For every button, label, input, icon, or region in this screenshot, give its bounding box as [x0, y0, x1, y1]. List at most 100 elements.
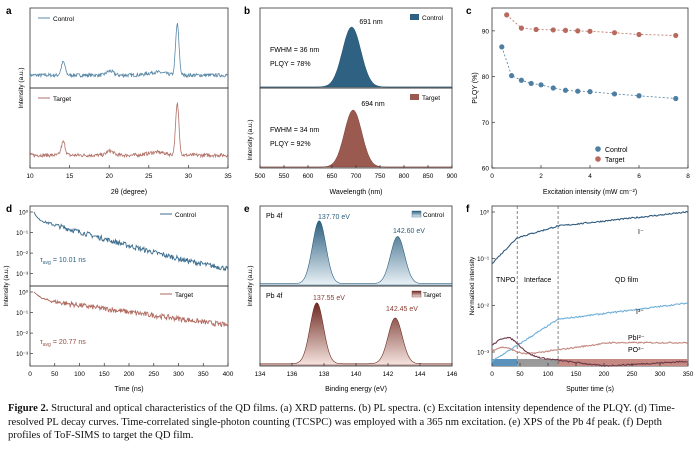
legend-target-e: Target — [423, 292, 441, 299]
panel-d: Control Target 10⁰ 10⁻¹ 10⁻² 10⁻³ 10⁰ 10⁻¹ 10⁻… — [3, 205, 234, 393]
x-axis-label-e: Binding energy (eV) — [325, 386, 387, 393]
panel-f: TNPO Interface QD film I⁻ I³⁻ PbI²⁻ PO³⁻… — [469, 205, 694, 393]
peak-label-target: 694 nm — [361, 101, 385, 108]
decay-target-curve — [33, 291, 229, 328]
region-bar-tnpo — [492, 359, 518, 366]
data-point-control — [575, 88, 581, 94]
pl-control-peak — [260, 26, 452, 88]
x-tick-label: 0 — [490, 173, 494, 180]
label-PbI2: PbI²⁻ — [628, 335, 645, 342]
xps-target-curve — [259, 302, 453, 366]
data-point-control — [528, 80, 534, 87]
y-tick-label: 10⁻³ — [16, 352, 28, 358]
legend-control-b: Control — [422, 15, 444, 22]
y-axis-label-a: Intensity (a.u.) — [18, 67, 25, 108]
data-point-control — [587, 89, 593, 95]
data-point-target — [673, 32, 679, 39]
xrd-control-curve — [29, 22, 229, 79]
x-axis-label-c: Excitation intensity (mW cm⁻²) — [543, 189, 637, 196]
data-point-control — [562, 87, 569, 93]
x-tick-label: 700 — [351, 173, 362, 180]
caption-text: Structural and optical characteristics o… — [8, 403, 675, 442]
x-tick-label: 350 — [683, 371, 694, 378]
data-point-control — [509, 73, 515, 79]
plqy-series — [499, 12, 679, 102]
x-tick-label: 500 — [255, 173, 266, 180]
x-tick-label: 400 — [223, 371, 234, 378]
y-tick-label: 10⁻² — [477, 304, 489, 310]
y-tick-label: 90 — [482, 28, 490, 35]
xps-control-curve — [259, 220, 453, 286]
x-tick-label: 25 — [145, 173, 153, 180]
panel-a: Control Target 10 15 20 25 30 35 2θ (degree) … — [18, 7, 232, 196]
x-ticks-d: 0 50 100 150 200 250 300 350 400 — [28, 363, 234, 378]
x-tick-label: 250 — [148, 371, 159, 378]
x-tick-label: 50 — [51, 371, 59, 378]
caption-label: Figure 2. — [8, 403, 49, 414]
plqy-control: PLQY = 78% — [270, 61, 311, 68]
x-tick-label: 800 — [399, 173, 410, 180]
x-tick-label: 146 — [447, 371, 458, 378]
x-tick-label: 50 — [516, 371, 524, 378]
pl-target-peak — [260, 109, 452, 168]
x-tick-label: 35 — [224, 173, 232, 180]
y-tick-label: 10⁰ — [19, 210, 29, 217]
x-tick-label: 144 — [415, 371, 426, 378]
x-tick-label: 6 — [637, 173, 641, 180]
y-tick-label: 10⁰ — [19, 290, 29, 297]
x-tick-label: 100 — [74, 371, 85, 378]
legend-target-d: Target — [175, 292, 193, 299]
y-tick-label: 10⁻² — [16, 252, 28, 258]
fwhm-control: FWHM = 36 nm — [270, 47, 319, 54]
label-I: I⁻ — [638, 229, 644, 236]
y-axis-label-d: Intensity (a.u.) — [3, 265, 10, 306]
panel-letter-c: c — [466, 6, 472, 17]
x-tick-label: 350 — [198, 371, 209, 378]
x-tick-label: 0 — [490, 371, 494, 378]
panel-c: 0 2 4 6 8 60 70 80 90 Control Target Excitation … — [472, 7, 690, 196]
legend-target-b: Target — [422, 95, 440, 102]
region-bar-interface — [517, 359, 559, 366]
data-point-control — [550, 85, 556, 91]
peak-label-control: 691 nm — [359, 19, 383, 26]
x-tick-label: 750 — [375, 173, 386, 180]
data-point-target — [575, 28, 581, 34]
orbital-label-bottom: Pb 4f — [266, 293, 282, 300]
svg-text:τavg= 20.77 ns: τavg = 20.77 ns — [40, 339, 86, 348]
panel-letter-b: b — [244, 6, 250, 17]
y-tick-label: 10⁻³ — [477, 351, 489, 357]
y-tick-label: 10⁻¹ — [16, 231, 28, 237]
label-PO3: PO³⁻ — [628, 347, 644, 354]
region-tnpo: TNPO — [496, 277, 516, 284]
data-point-target — [587, 28, 593, 34]
curve-PO3 — [491, 336, 689, 368]
region-bar-qd — [558, 359, 688, 366]
x-tick-label: 100 — [543, 371, 554, 378]
orbital-label-top: Pb 4f — [266, 213, 282, 220]
x-tick-label: 138 — [319, 371, 330, 378]
y-axis-label-e: Intensity (a.u.) — [247, 265, 254, 306]
x-tick-label: 900 — [447, 173, 458, 180]
x-tick-label: 140 — [351, 371, 362, 378]
curve-I3 — [491, 302, 689, 363]
x-tick-label: 4 — [588, 173, 592, 180]
series-line-target — [506, 14, 676, 36]
x-tick-label: 250 — [627, 371, 638, 378]
x-tick-label: 150 — [571, 371, 582, 378]
x-axis-label-a: 2θ (degree) — [111, 189, 147, 196]
data-point-control — [499, 44, 505, 50]
y-tick-label: 80 — [482, 74, 490, 81]
x-axis-label-b: Wavelength (nm) — [329, 189, 382, 196]
x-axis-label-f: Sputter time (s) — [566, 386, 614, 393]
label-I3: I³⁻ — [636, 309, 644, 316]
x-tick-label: 850 — [423, 173, 434, 180]
series-line-control — [501, 46, 676, 99]
data-point-control — [636, 93, 642, 99]
x-tick-label: 10 — [26, 173, 34, 180]
x-tick-label: 300 — [173, 371, 184, 378]
x-ticks-a: 10 15 20 25 30 35 — [26, 165, 232, 180]
data-point-target — [550, 27, 556, 33]
y-tick-label: 10⁰ — [480, 210, 490, 217]
x-ticks-f: 0 50 100 150 200 250 300 350 — [490, 363, 694, 378]
data-point-target — [518, 25, 525, 31]
